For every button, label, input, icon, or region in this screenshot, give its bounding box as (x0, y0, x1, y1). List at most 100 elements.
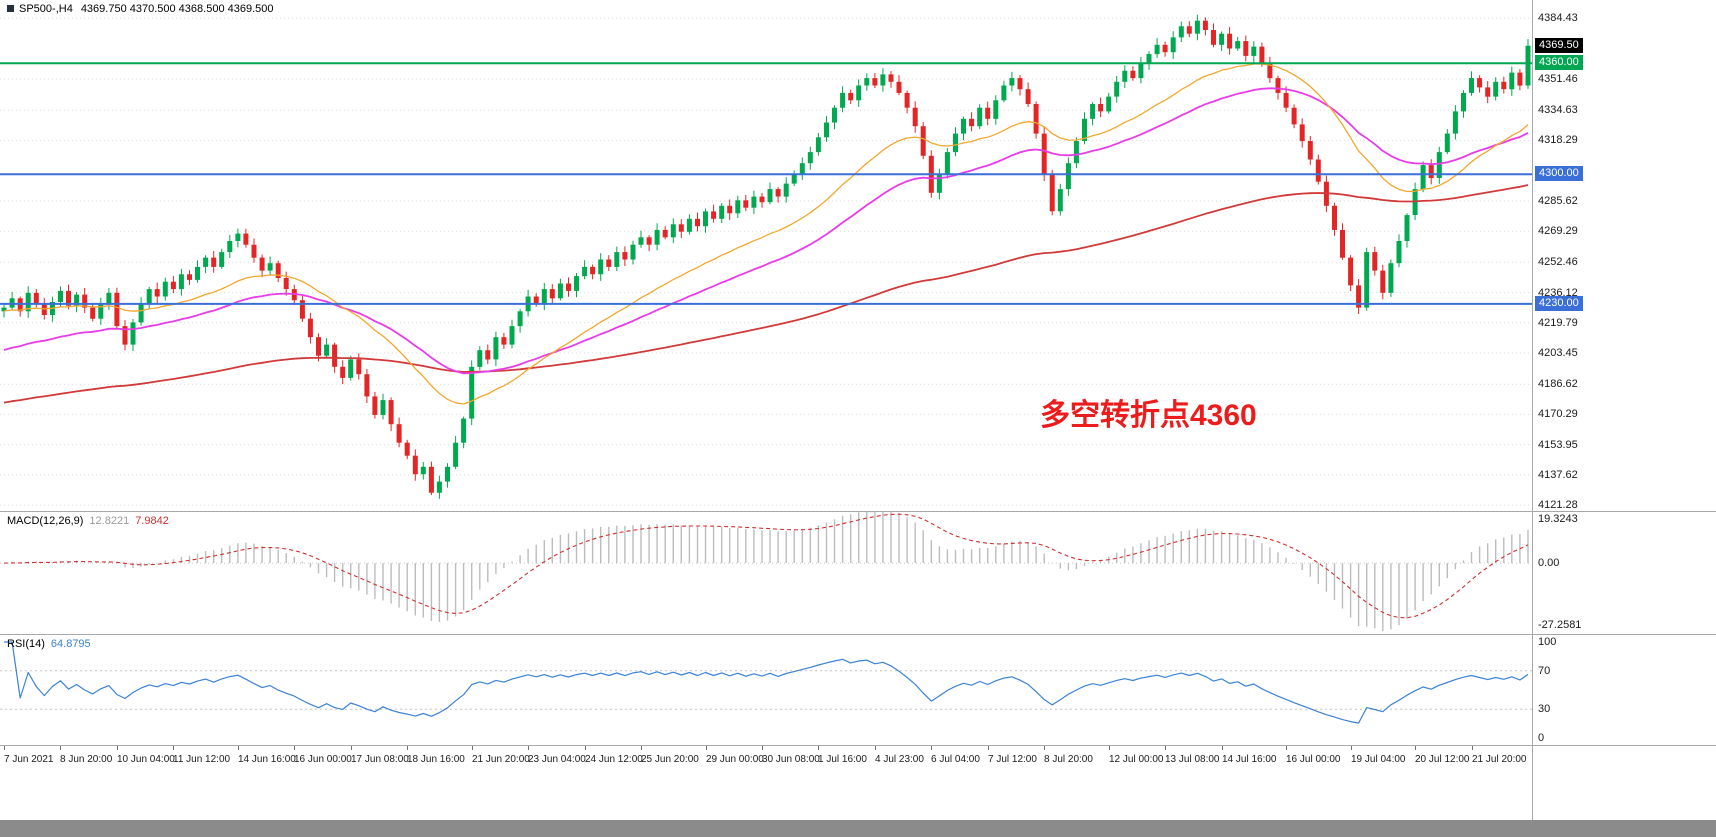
time-axis-label: 30 Jun 08:00 (762, 754, 820, 765)
time-tick-mark (875, 746, 876, 750)
time-tick-mark (117, 746, 118, 750)
time-tick-mark (585, 746, 586, 750)
time-axis-label: 21 Jul 20:00 (1472, 754, 1527, 765)
time-tick-mark (762, 746, 763, 750)
time-tick-mark (407, 746, 408, 750)
time-tick-mark (1286, 746, 1287, 750)
time-axis[interactable]: 7 Jun 2021 8 Jun 20:00 10 Jun 04:00 11 Jun … (0, 746, 1716, 820)
rsi-axis-label: 70 (1538, 665, 1551, 677)
time-tick-mark (238, 746, 239, 750)
rsi-header: RSI(14) 64.8795 (7, 638, 91, 650)
axis-border-line (1532, 0, 1533, 820)
price-axis-label: 4137.62 (1538, 469, 1578, 481)
horizontal-scrollbar[interactable] (0, 820, 1716, 837)
price-badge-current: 4369.50 (1535, 38, 1583, 53)
chart-header: SP500-,H4 4369.750 4370.500 4368.500 4369… (7, 3, 274, 15)
time-axis-label: 24 Jun 12:00 (585, 754, 643, 765)
time-axis-label: 20 Jul 12:00 (1415, 754, 1470, 765)
rsi-label: RSI(14) (7, 638, 45, 650)
time-tick-mark (1415, 746, 1416, 750)
time-tick-mark (988, 746, 989, 750)
time-tick-mark (351, 746, 352, 750)
chart-annotation-text[interactable]: 多空转折点4360 (1040, 399, 1257, 432)
price-axis-label: 4186.62 (1538, 378, 1578, 390)
price-axis-label: 4285.62 (1538, 195, 1578, 207)
time-axis-label: 19 Jul 04:00 (1351, 754, 1406, 765)
time-axis-label: 8 Jul 20:00 (1044, 754, 1093, 765)
time-axis-label: 13 Jul 08:00 (1165, 754, 1220, 765)
time-axis-label: 25 Jun 20:00 (641, 754, 699, 765)
price-axis-label: 4203.45 (1538, 347, 1578, 359)
macd-chart[interactable] (0, 512, 1532, 634)
panel-separator (0, 745, 1716, 746)
price-badge-blue: 4300.00 (1535, 166, 1583, 181)
time-axis-label: 29 Jun 00:00 (706, 754, 764, 765)
time-axis-label: 21 Jun 20:00 (472, 754, 530, 765)
time-tick-mark (1165, 746, 1166, 750)
rsi-chart[interactable] (0, 635, 1532, 745)
time-tick-mark (931, 746, 932, 750)
time-tick-mark (1222, 746, 1223, 750)
time-axis-label: 17 Jun 08:00 (351, 754, 409, 765)
macd-main-value: 12.8221 (89, 515, 130, 527)
rsi-axis[interactable]: 100 70 30 0 (1533, 635, 1716, 745)
price-axis-label: 4170.29 (1538, 408, 1578, 420)
price-axis[interactable]: 4384.43 4351.46 4334.63 4318.29 4285.62 4269.… (1533, 0, 1716, 511)
time-axis-label: 16 Jul 00:00 (1286, 754, 1341, 765)
macd-axis-label: -27.2581 (1538, 619, 1582, 631)
macd-panel[interactable]: MACD(12,26,9) 12.8221 7.9842 19.3243 0.00 -2… (0, 512, 1716, 634)
symbol-timeframe-label: SP500-,H4 (19, 3, 73, 15)
price-axis-label: 4121.28 (1538, 499, 1578, 511)
macd-axis-label: 0.00 (1538, 557, 1560, 569)
rsi-axis-label: 30 (1538, 703, 1551, 715)
macd-axis[interactable]: 19.3243 0.00 -27.2581 (1533, 512, 1716, 634)
panel-separator[interactable] (0, 634, 1716, 635)
time-tick-mark (294, 746, 295, 750)
time-tick-mark (818, 746, 819, 750)
price-axis-label: 4252.46 (1538, 256, 1578, 268)
time-tick-mark (1044, 746, 1045, 750)
macd-signal-value: 7.9842 (135, 515, 169, 527)
price-axis-label: 4269.29 (1538, 225, 1578, 237)
price-badge-green: 4360.00 (1535, 55, 1583, 70)
time-axis-label: 16 Jun 00:00 (294, 754, 352, 765)
price-axis-label: 4153.95 (1538, 439, 1578, 451)
rsi-panel[interactable]: RSI(14) 64.8795 100 70 30 0 (0, 635, 1716, 745)
time-axis-label: 4 Jul 23:00 (875, 754, 924, 765)
time-tick-mark (472, 746, 473, 750)
candlestick-chart[interactable] (0, 0, 1532, 511)
price-axis-label: 4384.43 (1538, 12, 1578, 24)
rsi-axis-label: 100 (1538, 636, 1557, 648)
time-axis-label: 10 Jun 04:00 (117, 754, 175, 765)
time-tick-mark (1472, 746, 1473, 750)
price-axis-label: 4351.46 (1538, 73, 1578, 85)
time-tick-mark (173, 746, 174, 750)
time-axis-label: 12 Jul 00:00 (1109, 754, 1164, 765)
rsi-axis-label: 0 (1538, 732, 1545, 744)
panel-separator[interactable] (0, 511, 1716, 512)
price-chart-panel[interactable]: SP500-,H4 4369.750 4370.500 4368.500 4369… (0, 0, 1716, 511)
time-axis-label: 7 Jun 2021 (4, 754, 54, 765)
price-axis-label: 4334.63 (1538, 104, 1578, 116)
time-axis-label: 6 Jul 04:00 (931, 754, 980, 765)
symbol-bullet-icon (7, 5, 14, 12)
time-tick-mark (1109, 746, 1110, 750)
ohlc-values: 4369.750 4370.500 4368.500 4369.500 (80, 3, 274, 15)
time-tick-mark (641, 746, 642, 750)
time-tick-mark (528, 746, 529, 750)
price-axis-label: 4219.79 (1538, 317, 1578, 329)
macd-header: MACD(12,26,9) 12.8221 7.9842 (7, 515, 169, 527)
time-tick-mark (1351, 746, 1352, 750)
time-axis-label: 7 Jul 12:00 (988, 754, 1037, 765)
time-axis-label: 11 Jun 12:00 (173, 754, 231, 765)
time-axis-label: 8 Jun 20:00 (60, 754, 113, 765)
price-axis-label: 4318.29 (1538, 134, 1578, 146)
price-badge-blue: 4230.00 (1535, 296, 1583, 311)
time-tick-mark (60, 746, 61, 750)
time-axis-label: 14 Jun 16:00 (238, 754, 296, 765)
time-tick-mark (4, 746, 5, 750)
time-axis-label: 14 Jul 16:00 (1222, 754, 1277, 765)
macd-label: MACD(12,26,9) (7, 515, 84, 527)
time-axis-label: 18 Jun 16:00 (407, 754, 465, 765)
time-tick-mark (706, 746, 707, 750)
